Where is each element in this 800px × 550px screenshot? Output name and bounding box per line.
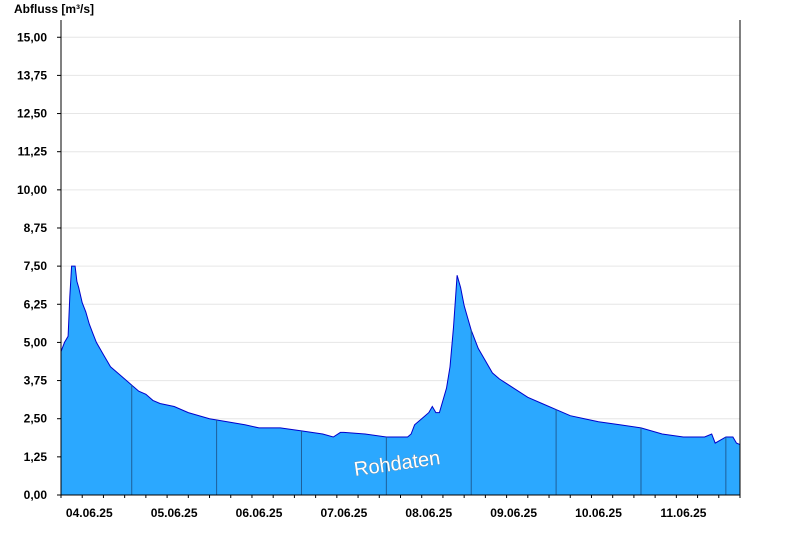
x-tick-label: 08.06.25 [405, 506, 452, 520]
y-tick-label: 1,25 [24, 450, 48, 464]
y-tick-label: 2,50 [24, 412, 48, 426]
y-tick-label: 12,50 [17, 107, 47, 121]
y-tick-label: 13,75 [17, 68, 47, 82]
y-tick-label: 15,00 [17, 30, 47, 44]
y-axis-label: Abfluss [m³/s] [14, 2, 94, 16]
y-tick-label: 3,75 [24, 374, 48, 388]
x-tick-label: 04.06.25 [66, 506, 113, 520]
y-tick-label: 11,25 [18, 145, 48, 159]
grid-lines [61, 36, 740, 458]
series-area-fill [61, 266, 740, 495]
x-tick-label: 10.06.25 [575, 506, 622, 520]
y-tick-label: 5,00 [24, 335, 48, 349]
x-tick-label: 11.06.25 [660, 506, 706, 520]
x-tick-label: 09.06.25 [490, 506, 537, 520]
y-tick-label: 0,00 [24, 488, 48, 502]
x-tick-label: 06.06.25 [236, 506, 283, 520]
y-tick-label: 6,25 [24, 297, 48, 311]
series-line [60, 265, 741, 446]
day-separator-lines [131, 330, 727, 495]
y-tick-label: 8,75 [24, 221, 48, 235]
x-axis-ticks: 04.06.25 05.06.25 06.06.25 07.06.25 08.06.25… [60, 495, 741, 520]
series-area [60, 265, 741, 495]
x-tick-label: 05.06.25 [151, 506, 198, 520]
y-tick-label: 10,00 [17, 183, 47, 197]
x-tick-label: 07.06.25 [321, 506, 368, 520]
y-axis-ticks: 0,00 1,25 2,50 3,75 5,00 6,25 7,50 8,75 10,00 11,… [17, 30, 61, 502]
y-tick-label: 7,50 [24, 259, 48, 273]
